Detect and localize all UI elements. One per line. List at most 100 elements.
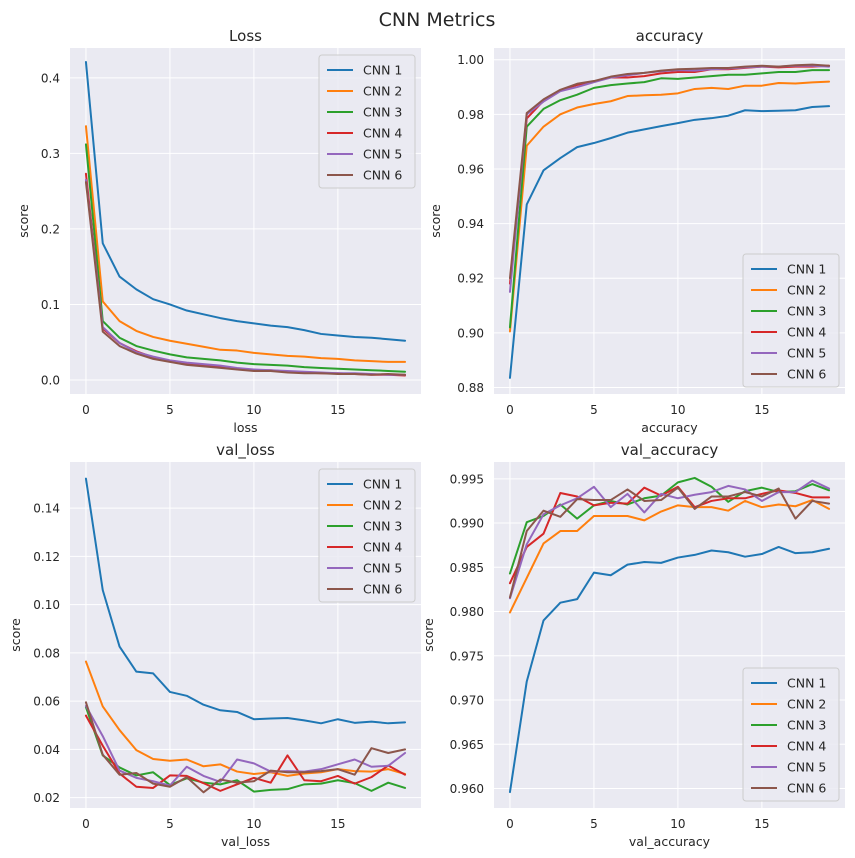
- y-tick-label: 0.06: [33, 695, 60, 709]
- legend-entry: CNN 5: [787, 346, 826, 361]
- y-tick-label: 0.10: [33, 598, 60, 612]
- legend-entry: CNN 2: [363, 84, 402, 99]
- y-tick-label: 0.985: [450, 561, 484, 575]
- legend-entry: CNN 3: [787, 304, 826, 319]
- y-tick-label: 0.14: [33, 502, 60, 516]
- x-tick-label: 5: [166, 817, 174, 831]
- y-axis-label: score: [421, 618, 436, 652]
- y-tick-label: 0.970: [450, 694, 484, 708]
- chart-title: val_accuracy: [621, 441, 719, 460]
- series-line-cnn-2: [508, 499, 831, 614]
- series-line-cnn-2: [84, 125, 407, 363]
- legend-entry: CNN 4: [363, 540, 402, 555]
- legend: CNN 1 CNN 2 CNN 3 CNN 4 CNN 5 CNN 6: [318, 54, 416, 189]
- series-line-cnn-1: [508, 545, 831, 794]
- y-tick-label: 0.0: [41, 374, 60, 388]
- series-line-cnn-5: [84, 704, 407, 787]
- series-line-cnn-3: [84, 143, 407, 373]
- legend-entry: CNN 6: [787, 781, 826, 796]
- y-axis-label: score: [16, 204, 31, 238]
- y-tick-label: 0.90: [457, 326, 484, 340]
- y-tick-label: 0.4: [41, 71, 60, 85]
- legend-entry: CNN 4: [787, 739, 826, 754]
- series-line-cnn-6: [508, 63, 831, 280]
- x-axis-label: accuracy: [641, 420, 698, 435]
- legend-entry: CNN 6: [787, 367, 826, 382]
- chart-panel-4: 0 5 10 15 0.960 0.965 0.970 0.975 0.980 0.985 0.99…: [421, 441, 845, 849]
- y-tick-label: 0.960: [450, 782, 484, 796]
- legend-entry: CNN 5: [787, 760, 826, 775]
- x-tick-label: 15: [754, 817, 769, 831]
- x-tick-label: 10: [670, 817, 685, 831]
- legend-entry: CNN 4: [787, 325, 826, 340]
- x-tick-label: 10: [670, 403, 685, 417]
- y-axis-label: score: [428, 204, 443, 238]
- y-tick-label: 0.3: [41, 147, 60, 161]
- y-tick-label: 0.995: [450, 472, 484, 486]
- legend: CNN 1 CNN 2 CNN 3 CNN 4 CNN 5 CNN 6: [318, 468, 416, 603]
- legend-entry: CNN 2: [787, 697, 826, 712]
- legend-entry: CNN 3: [363, 105, 402, 120]
- chart-title: val_loss: [216, 441, 275, 460]
- legend-entry: CNN 5: [363, 147, 402, 162]
- x-axis-label: loss: [233, 420, 257, 435]
- x-tick-label: 10: [246, 403, 261, 417]
- y-tick-label: 0.02: [33, 791, 60, 805]
- x-tick-label: 5: [166, 403, 174, 417]
- y-axis-label: score: [8, 618, 23, 652]
- series-line-cnn-6: [508, 486, 831, 599]
- legend-entry: CNN 6: [363, 582, 402, 597]
- y-tick-label: 0.04: [33, 743, 60, 757]
- legend-entry: CNN 1: [787, 676, 826, 691]
- legend-entry: CNN 2: [787, 283, 826, 298]
- x-tick-label: 15: [330, 403, 345, 417]
- x-tick-label: 5: [590, 403, 598, 417]
- y-tick-label: 0.08: [33, 646, 60, 660]
- legend-entry: CNN 3: [363, 519, 402, 534]
- x-tick-label: 0: [506, 403, 514, 417]
- x-tick-label: 10: [246, 817, 261, 831]
- chart-panel-3: 0 5 10 15 0.02 0.04 0.06 0.08 0.10 0.12 0.14 val_lo…: [8, 441, 421, 849]
- legend-entry: CNN 1: [363, 63, 402, 78]
- y-tick-label: 0.88: [457, 381, 484, 395]
- series-line-cnn-2: [508, 80, 831, 333]
- series-line-cnn-6: [84, 181, 407, 376]
- series-line-cnn-1: [84, 477, 407, 725]
- series-line-cnn-3: [508, 69, 831, 329]
- legend-entry: CNN 1: [363, 477, 402, 492]
- x-tick-label: 15: [330, 817, 345, 831]
- legend-entry: CNN 6: [363, 168, 402, 183]
- y-tick-label: 0.2: [41, 222, 60, 236]
- y-tick-label: 0.975: [450, 649, 484, 663]
- y-tick-label: 0.98: [457, 108, 484, 122]
- legend-entry: CNN 2: [363, 498, 402, 513]
- x-axis-label: val_loss: [221, 834, 270, 849]
- y-tick-label: 0.965: [450, 738, 484, 752]
- legend-entry: CNN 5: [363, 561, 402, 576]
- x-tick-label: 0: [506, 817, 514, 831]
- figure-title: CNN Metrics: [379, 9, 496, 31]
- x-tick-label: 0: [82, 403, 90, 417]
- series-line-cnn-6: [84, 701, 407, 794]
- chart-panel-2: 0 5 10 15 0.88 0.90 0.92 0.94 0.96 0.98 1.00 accura…: [428, 27, 845, 435]
- legend: CNN 1 CNN 2 CNN 3 CNN 4 CNN 5 CNN 6: [742, 253, 840, 388]
- legend-entry: CNN 1: [787, 262, 826, 277]
- y-tick-label: 0.94: [457, 217, 484, 231]
- y-tick-label: 1.00: [457, 53, 484, 67]
- legend-entry: CNN 4: [363, 126, 402, 141]
- y-tick-label: 0.980: [450, 605, 484, 619]
- x-tick-label: 15: [754, 403, 769, 417]
- x-tick-label: 0: [82, 817, 90, 831]
- legend: CNN 1 CNN 2 CNN 3 CNN 4 CNN 5 CNN 6: [742, 667, 840, 802]
- chart-title: accuracy: [636, 27, 704, 45]
- x-tick-label: 5: [590, 817, 598, 831]
- y-tick-label: 0.96: [457, 162, 484, 176]
- series-line-cnn-1: [84, 60, 407, 342]
- chart-title: Loss: [229, 27, 262, 45]
- x-axis-label: val_accuracy: [629, 834, 711, 849]
- legend-entry: CNN 3: [787, 718, 826, 733]
- series-line-cnn-2: [84, 660, 407, 777]
- y-tick-label: 0.12: [33, 550, 60, 564]
